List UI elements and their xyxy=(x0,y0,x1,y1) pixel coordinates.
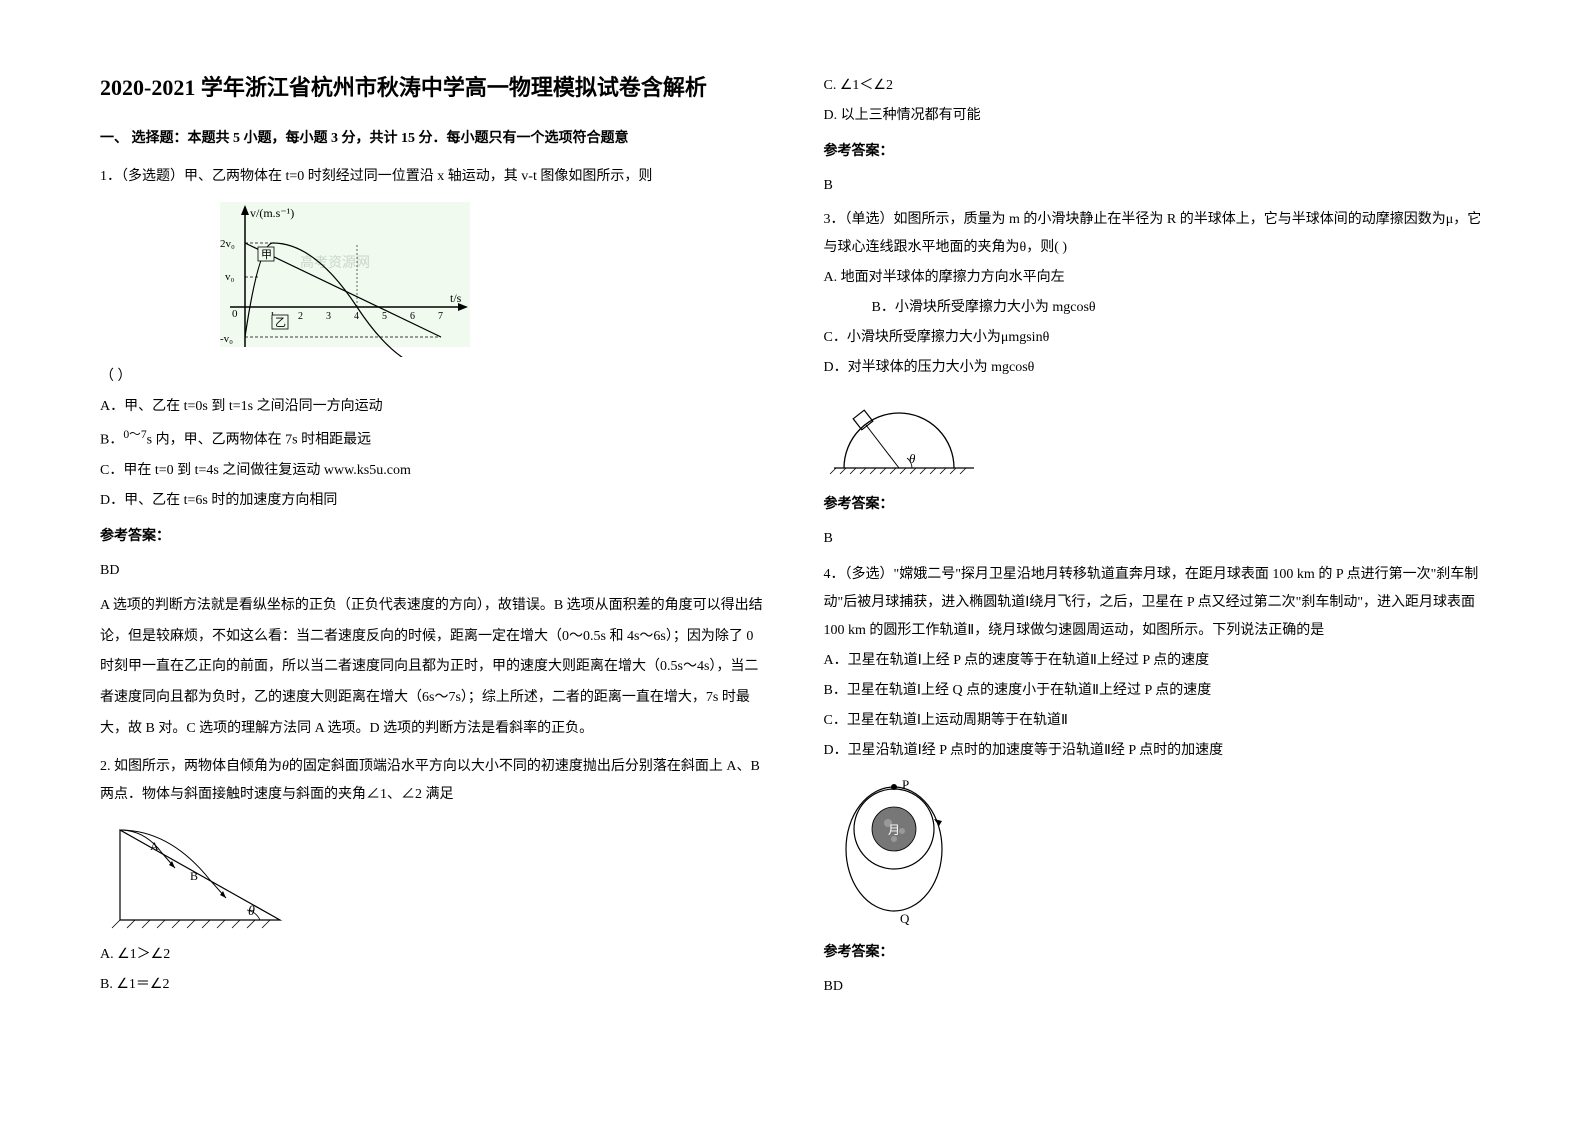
q4-answer: BD xyxy=(824,973,1488,1001)
svg-text:乙: 乙 xyxy=(275,316,286,329)
q3-answer: B xyxy=(824,525,1488,553)
q4-stem: 4．（多选）"嫦娥二号"探月卫星沿地月转移轨道直奔月球，在距月球表面 100 k… xyxy=(824,561,1488,645)
svg-text:v₀: v₀ xyxy=(225,271,235,283)
svg-text:高考资源网: 高考资源网 xyxy=(300,254,370,271)
q4-figure: 月 P Q xyxy=(824,771,964,931)
q1-option-a: A．甲、乙在 t=0s 到 t=1s 之间沿同一方向运动 xyxy=(100,393,764,421)
svg-text:0: 0 xyxy=(232,308,238,320)
q1-answer: BD xyxy=(100,557,764,585)
question-1: 1．（多选题）甲、乙两物体在 t=0 时刻经过同一位置沿 x 轴运动，其 v-t… xyxy=(100,163,764,745)
q3-figure: θ xyxy=(824,388,984,483)
svg-text:6: 6 xyxy=(410,311,415,322)
q1-b-post: s 内，甲、乙两物体在 7s 时相距最远 xyxy=(147,433,371,448)
question-2: 2. 如图所示，两物体自倾角为θ的固定斜面顶端沿水平方向以大小不同的初速度抛出后… xyxy=(100,753,764,999)
q3-option-b: B．小滑块所受摩擦力大小为 mgcosθ xyxy=(872,294,1488,322)
right-column: C. ∠1＜∠2 D. 以上三种情况都有可能 参考答案： B 3．（单选）如图所… xyxy=(824,70,1488,1082)
q1-paren: （ ） xyxy=(100,363,764,391)
left-column: 2020-2021 学年浙江省杭州市秋涛中学高一物理模拟试卷含解析 一、 选择题… xyxy=(100,70,764,1082)
q1-b-pre: B． xyxy=(100,433,123,448)
q2-option-a: A. ∠1＞∠2 xyxy=(100,941,764,969)
q1-option-c: C．甲在 t=0 到 t=4s 之间做往复运动 www.ks5u.com xyxy=(100,457,764,485)
q3-option-a: A. 地面对半球体的摩擦力方向水平向左 xyxy=(824,264,1488,292)
q1-explanation: A 选项的判断方法就是看纵坐标的正负（正负代表速度的方向），故错误。B 选项从面… xyxy=(100,591,764,745)
q2-figure: A B θ xyxy=(100,815,300,935)
q1-option-d: D．甲、乙在 t=6s 时的加速度方向相同 xyxy=(100,487,764,515)
svg-text:甲: 甲 xyxy=(261,249,272,261)
q2-theta: θ xyxy=(282,759,289,774)
q4-option-a: A．卫星在轨道Ⅰ上经 P 点的速度等于在轨道Ⅱ上经过 P 点的速度 xyxy=(824,647,1488,675)
q4-option-c: C．卫星在轨道Ⅰ上运动周期等于在轨道Ⅱ xyxy=(824,707,1488,735)
q3-option-d: D．对半球体的压力大小为 mgcosθ xyxy=(824,354,1488,382)
q4-answer-label: 参考答案： xyxy=(824,939,1488,967)
q1-option-b: B．0～7s 内，甲、乙两物体在 7s 时相距最远 xyxy=(100,423,764,455)
svg-text:P: P xyxy=(902,777,909,792)
question-3: 3．（单选）如图所示，质量为 m 的小滑块静止在半径为 R 的半球体上，它与半球… xyxy=(824,206,1488,553)
q4-option-b: B．卫星在轨道Ⅰ上经 Q 点的速度小于在轨道Ⅱ上经过 P 点的速度 xyxy=(824,677,1488,705)
q3-option-c: C．小滑块所受摩擦力大小为μmgsinθ xyxy=(824,324,1488,352)
svg-text:月: 月 xyxy=(888,823,900,837)
q3-stem: 3．（单选）如图所示，质量为 m 的小滑块静止在半径为 R 的半球体上，它与半球… xyxy=(824,206,1488,262)
svg-text:2: 2 xyxy=(298,311,303,322)
choice-section-header: 一、 选择题：本题共 5 小题，每小题 3 分，共计 15 分．每小题只有一个选… xyxy=(100,125,764,153)
svg-text:7: 7 xyxy=(438,311,443,322)
svg-text:3: 3 xyxy=(326,311,331,322)
svg-text:t/s: t/s xyxy=(450,291,462,305)
q1-figure: v/(m.s⁻¹) 高考资源网 t/s 2v₀ v₀ 0 -v₀ 1 2 3 4… xyxy=(190,197,480,357)
svg-text:4: 4 xyxy=(354,311,359,322)
q1-stem: 1．（多选题）甲、乙两物体在 t=0 时刻经过同一位置沿 x 轴运动，其 v-t… xyxy=(100,163,764,191)
q2-answer: B xyxy=(824,172,1488,200)
q1-b-sup: 0～7 xyxy=(123,428,146,441)
q3-answer-label: 参考答案： xyxy=(824,491,1488,519)
q2-answer-label: 参考答案： xyxy=(824,138,1488,166)
exam-title: 2020-2021 学年浙江省杭州市秋涛中学高一物理模拟试卷含解析 xyxy=(100,70,764,105)
question-4: 4．（多选）"嫦娥二号"探月卫星沿地月转移轨道直奔月球，在距月球表面 100 k… xyxy=(824,561,1488,1001)
svg-text:5: 5 xyxy=(382,311,387,322)
svg-text:A: A xyxy=(150,839,159,853)
q2-stem: 2. 如图所示，两物体自倾角为θ的固定斜面顶端沿水平方向以大小不同的初速度抛出后… xyxy=(100,753,764,809)
svg-text:θ: θ xyxy=(909,451,916,466)
svg-text:B: B xyxy=(190,869,198,883)
q4-option-d: D．卫星沿轨道Ⅰ经 P 点时的加速度等于沿轨道Ⅱ经 P 点时的加速度 xyxy=(824,737,1488,765)
q2-stem-pre: 2. 如图所示，两物体自倾角为 xyxy=(100,759,282,774)
svg-text:Q: Q xyxy=(900,911,910,926)
svg-text:v/(m.s⁻¹): v/(m.s⁻¹) xyxy=(250,206,294,220)
q2-option-b: B. ∠1＝∠2 xyxy=(100,971,764,999)
q1-answer-label: 参考答案： xyxy=(100,523,764,551)
svg-text:2v₀: 2v₀ xyxy=(220,238,235,250)
q2-option-d: D. 以上三种情况都有可能 xyxy=(824,102,1488,130)
q2-option-c: C. ∠1＜∠2 xyxy=(824,72,1488,100)
svg-text:-v₀: -v₀ xyxy=(220,333,233,345)
